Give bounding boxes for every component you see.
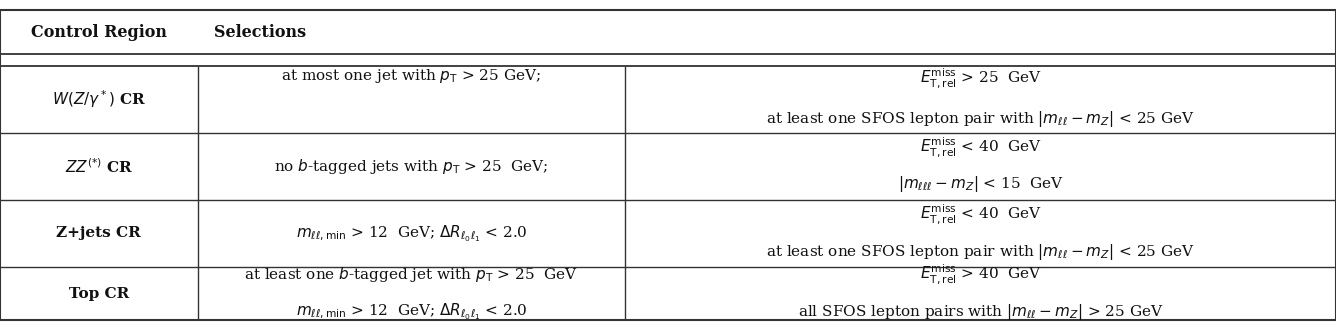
Text: at least one $b$-tagged jet with $p_{\rm T}$ > 25  GeV: at least one $b$-tagged jet with $p_{\rm…: [244, 265, 578, 284]
Text: Control Region: Control Region: [31, 24, 167, 41]
Text: at most one jet with $p_{\rm T}$ > 25 GeV;: at most one jet with $p_{\rm T}$ > 25 Ge…: [282, 67, 541, 85]
Text: $ZZ^{(*)}$ CR: $ZZ^{(*)}$ CR: [64, 157, 134, 176]
Text: at least one SFOS lepton pair with $|m_{\ell\ell} - m_Z|$ < 25 GeV: at least one SFOS lepton pair with $|m_{…: [767, 242, 1194, 262]
Text: $m_{\ell\ell,\rm min}$ > 12  GeV; $\Delta R_{\ell_0\ell_1}$ < 2.0: $m_{\ell\ell,\rm min}$ > 12 GeV; $\Delta…: [295, 302, 528, 322]
Text: $|m_{\ell\ell\ell} - m_Z|$ < 15  GeV: $|m_{\ell\ell\ell} - m_Z|$ < 15 GeV: [898, 174, 1063, 194]
Text: Top CR: Top CR: [68, 287, 130, 301]
Text: $m_{\ell\ell,\rm min}$ > 12  GeV; $\Delta R_{\ell_0\ell_1}$ < 2.0: $m_{\ell\ell,\rm min}$ > 12 GeV; $\Delta…: [295, 223, 528, 244]
Text: no $b$-tagged jets with $p_{\rm T}$ > 25  GeV;: no $b$-tagged jets with $p_{\rm T}$ > 25…: [274, 157, 549, 176]
Text: all SFOS lepton pairs with $|m_{\ell\ell} - m_Z|$ > 25 GeV: all SFOS lepton pairs with $|m_{\ell\ell…: [798, 302, 1164, 322]
Text: $E_{\rm T,rel}^{\rm miss}$ > 25  GeV: $E_{\rm T,rel}^{\rm miss}$ > 25 GeV: [919, 66, 1042, 90]
Text: at least one SFOS lepton pair with $|m_{\ell\ell} - m_Z|$ < 25 GeV: at least one SFOS lepton pair with $|m_{…: [767, 109, 1194, 129]
Text: $W(Z/\gamma^*)$ CR: $W(Z/\gamma^*)$ CR: [52, 88, 146, 110]
Text: $E_{\rm T,rel}^{\rm miss}$ < 40  GeV: $E_{\rm T,rel}^{\rm miss}$ < 40 GeV: [919, 202, 1042, 226]
Text: $E_{\rm T,rel}^{\rm miss}$ > 40  GeV: $E_{\rm T,rel}^{\rm miss}$ > 40 GeV: [919, 263, 1042, 286]
Text: Z+jets CR: Z+jets CR: [56, 226, 142, 241]
Text: $E_{\rm T,rel}^{\rm miss}$ < 40  GeV: $E_{\rm T,rel}^{\rm miss}$ < 40 GeV: [919, 135, 1042, 159]
Text: Selections: Selections: [214, 24, 306, 41]
